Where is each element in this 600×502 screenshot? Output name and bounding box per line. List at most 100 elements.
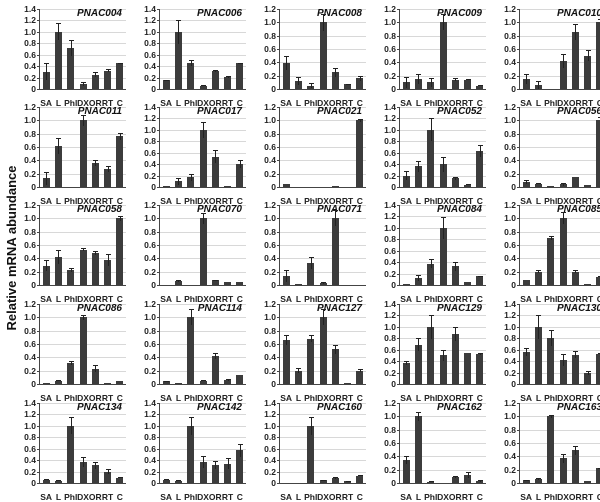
error-cap: [56, 380, 61, 381]
y-tick-label: 0.8: [256, 327, 276, 335]
error-cap: [81, 248, 86, 249]
y-tick-label: 1.4: [16, 399, 36, 407]
y-tick-label: 1.0: [496, 214, 516, 222]
y-tick-label: 0.2: [16, 268, 36, 276]
error-bar: [311, 257, 312, 269]
tick-mark: [157, 304, 160, 305]
tick-mark: [37, 218, 40, 219]
tick-mark: [37, 20, 40, 21]
tick-mark: [37, 205, 40, 206]
y-tick-label: 0: [376, 479, 396, 487]
error-bar: [526, 348, 527, 356]
error-cap: [176, 20, 181, 21]
y-tick-label: 0.4: [376, 58, 396, 66]
error-bar: [335, 210, 336, 226]
error-bar: [83, 115, 84, 126]
y-tick-label: 0.4: [376, 357, 396, 365]
tick-mark: [277, 147, 280, 148]
gridline: [280, 218, 366, 219]
bar: [572, 32, 579, 89]
y-tick-label: 1.4: [376, 103, 396, 111]
y-tick-label: 0.4: [16, 353, 36, 361]
bar: [43, 383, 50, 384]
y-tick-label: 0.4: [136, 254, 156, 262]
bar: [212, 71, 219, 89]
y-tick-label: 1.2: [16, 300, 36, 308]
y-tick-label: 0: [496, 85, 516, 93]
y-tick-label: 0.4: [376, 258, 396, 266]
error-bar: [46, 172, 47, 185]
tick-mark: [37, 304, 40, 305]
error-bar: [191, 309, 192, 325]
error-cap: [213, 280, 218, 281]
y-tick-label: 0: [256, 85, 276, 93]
error-bar: [83, 457, 84, 467]
panel-title: PNAC052: [437, 106, 482, 117]
bar: [476, 276, 483, 285]
tick-mark: [517, 456, 520, 457]
y-tick-label: 0.2: [256, 72, 276, 80]
y-tick-label: 0.8: [376, 235, 396, 243]
y-tick-label: 0.2: [136, 172, 156, 180]
y-tick-label: 0.6: [376, 439, 396, 447]
tick-mark: [37, 472, 40, 473]
tick-mark: [397, 274, 400, 275]
tick-mark: [517, 120, 520, 121]
tick-mark: [517, 205, 520, 206]
y-tick-label: 0: [16, 183, 36, 191]
error-cap: [429, 118, 434, 119]
error-bar: [418, 161, 419, 172]
y-tick-label: 0: [376, 281, 396, 289]
gridline: [40, 449, 126, 450]
tick-mark: [37, 357, 40, 358]
tick-mark: [397, 262, 400, 263]
tick-mark: [157, 55, 160, 56]
bar: [596, 468, 600, 483]
bar: [584, 481, 591, 483]
bar: [403, 363, 410, 384]
gridline: [280, 174, 366, 175]
error-bar: [46, 63, 47, 80]
tick-mark: [277, 414, 280, 415]
gridline: [400, 416, 486, 417]
tick-mark: [397, 327, 400, 328]
error-cap: [478, 480, 483, 481]
tick-mark: [397, 338, 400, 339]
error-cap: [346, 84, 351, 85]
error-bar: [203, 122, 204, 138]
error-bar: [71, 417, 72, 434]
bar: [464, 80, 471, 89]
error-cap: [441, 14, 446, 15]
bar: [332, 218, 339, 285]
tick-mark: [277, 403, 280, 404]
y-tick-label: 0.2: [16, 468, 36, 476]
tick-mark: [517, 384, 520, 385]
bar: [212, 280, 219, 285]
bar: [236, 63, 243, 89]
y-tick-label: 0.6: [496, 439, 516, 447]
panel-title: PNAC004: [77, 8, 122, 19]
y-tick-label: 0.6: [16, 241, 36, 249]
error-cap: [93, 251, 98, 252]
error-bar: [406, 77, 407, 88]
y-tick-label: 0.8: [16, 39, 36, 47]
error-bar: [58, 138, 59, 154]
tick-mark: [517, 22, 520, 23]
gridline: [280, 437, 366, 438]
error-cap: [478, 85, 483, 86]
tick-mark: [277, 258, 280, 259]
tick-mark: [517, 9, 520, 10]
y-tick-label: 0.2: [376, 466, 396, 474]
tick-mark: [157, 472, 160, 473]
error-bar: [191, 417, 192, 435]
error-cap: [524, 180, 529, 181]
y-tick-label: 0.4: [376, 452, 396, 460]
